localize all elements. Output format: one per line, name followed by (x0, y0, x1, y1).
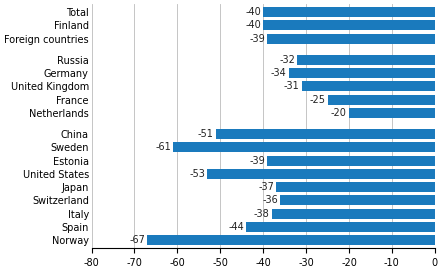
Bar (267, 34, 435, 44)
Bar (263, 7, 435, 17)
Bar (272, 209, 435, 219)
Bar (246, 222, 435, 232)
Text: -53: -53 (189, 169, 205, 179)
Text: -44: -44 (228, 222, 244, 232)
Bar (267, 156, 435, 166)
Bar (280, 195, 435, 205)
Bar (207, 169, 435, 179)
Text: -34: -34 (271, 68, 287, 78)
Bar (276, 182, 435, 192)
Text: -31: -31 (284, 81, 300, 91)
Bar (328, 95, 435, 105)
Text: -40: -40 (245, 20, 261, 30)
Text: -51: -51 (198, 129, 214, 139)
Text: -32: -32 (279, 55, 295, 65)
Bar (302, 81, 435, 91)
Text: -67: -67 (130, 235, 145, 245)
Text: -40: -40 (245, 7, 261, 17)
Text: -39: -39 (250, 34, 265, 44)
Bar (173, 142, 435, 152)
Bar (263, 20, 435, 30)
Bar (147, 235, 435, 245)
Text: -25: -25 (309, 95, 325, 105)
Text: -38: -38 (254, 209, 270, 219)
Text: -20: -20 (331, 108, 347, 118)
Text: -36: -36 (263, 195, 278, 205)
Bar (216, 129, 435, 139)
Bar (297, 55, 435, 65)
Text: -39: -39 (250, 156, 265, 166)
Text: -37: -37 (258, 182, 274, 192)
Bar (289, 68, 435, 78)
Bar (349, 108, 435, 118)
Text: -61: -61 (155, 142, 171, 152)
